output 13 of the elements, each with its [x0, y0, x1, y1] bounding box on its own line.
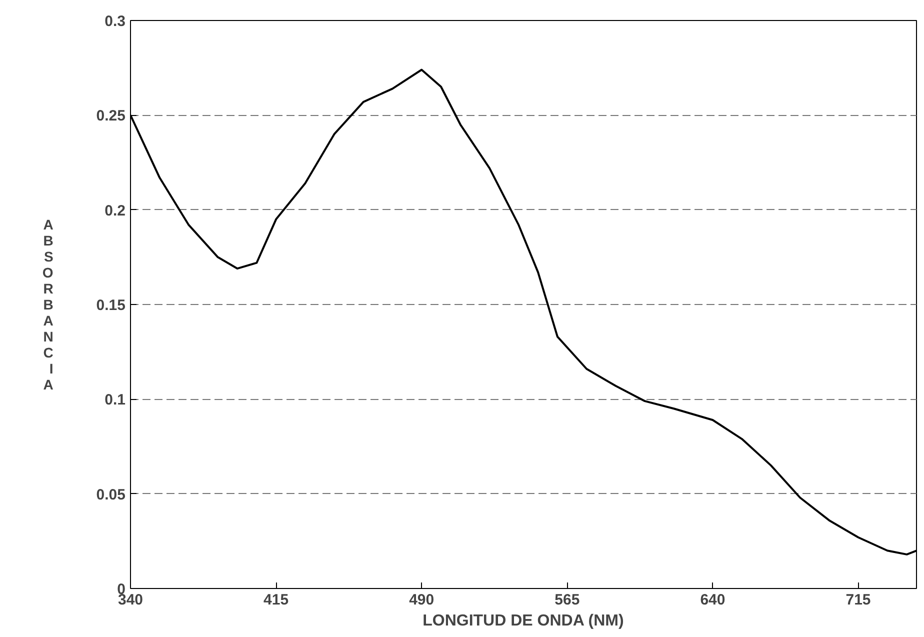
text: ABSORBANCIA — [42, 216, 54, 392]
y-tick-label: 0.1 — [104, 392, 126, 409]
y-tick-label: 0.2 — [104, 202, 126, 220]
x-tick-label: 490 — [409, 592, 434, 608]
y-tick-label: 0.05 — [96, 486, 126, 504]
x-axis-title: LONGITUD DE ONDA (NM) — [422, 612, 624, 630]
y-tick-label: 0.15 — [96, 297, 126, 314]
x-tick-label: 715 — [846, 592, 871, 608]
x-tick-label: 415 — [264, 592, 289, 608]
x-tick-label: 565 — [554, 592, 580, 608]
y-tick-label: 0.25 — [96, 108, 126, 125]
x-tick-label: 640 — [700, 592, 726, 608]
y-tick-label: 0.3 — [104, 13, 126, 30]
